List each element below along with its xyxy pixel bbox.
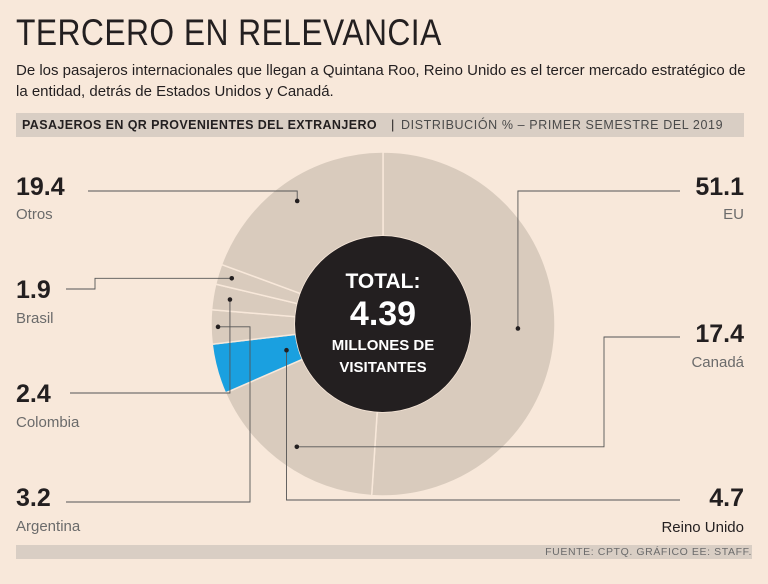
center-total-label: TOTAL: bbox=[345, 270, 420, 293]
center-unit-line1: MILLONES DE bbox=[332, 337, 435, 354]
leader-line-brasil bbox=[66, 277, 232, 290]
leader-line-colombia bbox=[70, 299, 231, 394]
leader-dot-colombia bbox=[227, 297, 233, 302]
value-otros: 19.4 bbox=[16, 173, 65, 201]
center-unit-line2: VISITANTES bbox=[339, 359, 426, 376]
leader-dot-eu bbox=[515, 326, 521, 331]
slice-labels: 19.4 Otros 1.9 Brasil 2.4 Colombia 3.2 A… bbox=[16, 173, 745, 536]
leader-dot-brasil bbox=[229, 275, 235, 281]
value-eu: 51.1 bbox=[695, 173, 744, 201]
label-colombia: Colombia bbox=[16, 414, 80, 431]
leader-line-eu bbox=[517, 190, 680, 329]
value-argentina: 3.2 bbox=[16, 484, 51, 512]
label-brasil: Brasil bbox=[16, 310, 54, 327]
value-canada: 17.4 bbox=[695, 320, 744, 348]
leader-lines bbox=[66, 190, 680, 503]
donut-slices bbox=[210, 151, 556, 497]
leader-line-reino-unido bbox=[286, 350, 680, 501]
footer-bar bbox=[16, 545, 752, 559]
center-disc bbox=[295, 236, 471, 412]
label-canada: Canadá bbox=[691, 354, 744, 371]
label-otros: Otros bbox=[16, 206, 53, 223]
leader-dot-argentina bbox=[215, 324, 221, 330]
label-argentina: Argentina bbox=[16, 518, 81, 535]
page-title: TERCERO EN RELEVANCIA bbox=[16, 12, 442, 53]
section-bar: PASAJEROS EN QR PROVENIENTES DEL EXTRANJ… bbox=[16, 113, 744, 137]
label-reino-unido: Reino Unido bbox=[661, 519, 744, 536]
value-colombia: 2.4 bbox=[16, 380, 51, 408]
leader-dot-canada bbox=[294, 444, 300, 450]
section-bar-subtitle: DISTRIBUCIÓN % – PRIMER SEMESTRE DEL 201… bbox=[401, 118, 724, 132]
value-reino-unido: 4.7 bbox=[709, 484, 744, 512]
section-bar-title: PASAJEROS EN QR PROVENIENTES DEL EXTRANJ… bbox=[22, 118, 377, 132]
leader-dot-otros bbox=[294, 198, 300, 204]
center-total-value: 4.39 bbox=[350, 295, 416, 333]
page-subtitle: De los pasajeros internacionales que lle… bbox=[16, 62, 746, 100]
source-note: FUENTE: CPTQ. GRÁFICO EE: STAFF. bbox=[545, 546, 752, 558]
value-brasil: 1.9 bbox=[16, 276, 51, 304]
leader-dot-reino-unido bbox=[284, 347, 289, 353]
leader-line-otros bbox=[88, 190, 298, 201]
leader-line-canada bbox=[296, 336, 680, 448]
section-bar-separator: | bbox=[391, 117, 395, 132]
label-eu: EU bbox=[723, 206, 744, 223]
leader-line-argentina bbox=[66, 326, 251, 503]
